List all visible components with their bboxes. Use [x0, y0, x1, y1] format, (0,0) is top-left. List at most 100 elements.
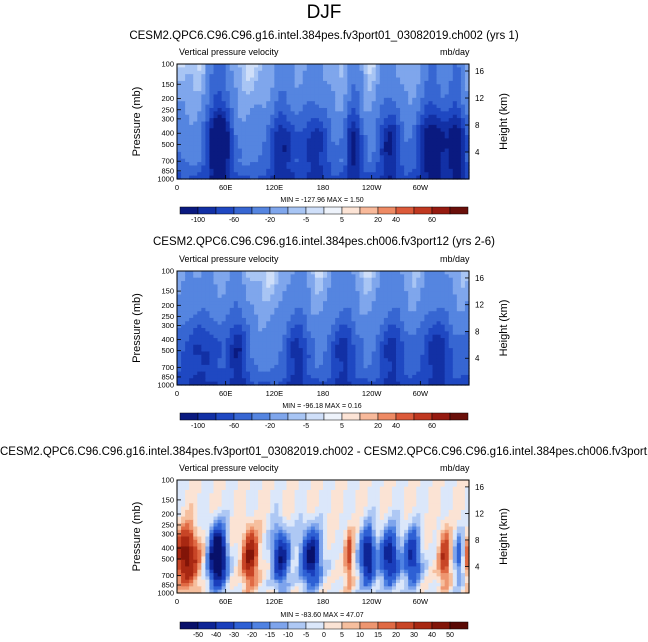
panel-2-cell: [213, 284, 219, 289]
panel-2-cell: [185, 324, 190, 329]
panel-2-cell: [270, 277, 275, 282]
panel-2-cell: [424, 294, 430, 299]
panel-1-cell: [294, 107, 300, 112]
panel-1-cell: [290, 101, 296, 106]
panel-1-cell: [400, 80, 405, 85]
panel-1-cell: [355, 104, 361, 109]
panel-1-cell: [221, 91, 227, 96]
panel-2-cell: [383, 381, 389, 386]
panel-2-cell: [335, 294, 340, 299]
panel-2-cell: [233, 368, 239, 373]
panel-1-cell: [205, 138, 211, 143]
panel-2-cell: [444, 371, 450, 376]
panel-2-cell: [233, 324, 239, 329]
panel-1-cell: [351, 168, 357, 173]
panel-1-cell: [213, 94, 219, 99]
panel-1-cell: [327, 141, 332, 146]
panel-1-cell: [266, 74, 271, 79]
panel-1-cell: [185, 168, 190, 173]
panel-1-cell: [205, 141, 211, 146]
panel-2-cell: [266, 317, 271, 322]
panel-1-cell: [327, 135, 332, 140]
panel-1-cell: [436, 141, 442, 146]
panel-2-cell: [221, 361, 227, 366]
panel-1-cell: [416, 64, 421, 68]
panel-1-cell: [363, 70, 369, 75]
panel-1-cell: [314, 124, 320, 129]
panel-2-cell: [464, 311, 470, 316]
panel-1-cell: [452, 124, 458, 129]
panel-1-cell: [201, 162, 206, 167]
panel-2-cell: [408, 281, 413, 286]
panel-2-cell: [270, 378, 275, 383]
panel-2-cell: [383, 321, 389, 326]
panel-1-cell: [185, 155, 190, 160]
panel-1-cell: [416, 104, 421, 109]
panel-2-cell: [420, 361, 425, 366]
panel-2-cell: [294, 274, 300, 279]
panel-2-cell: [250, 307, 255, 312]
panel-2-cell: [282, 304, 288, 309]
panel-2-cell: [274, 381, 279, 386]
panel-1-cell: [189, 104, 194, 109]
panel-1-cell: [379, 165, 385, 170]
panel-1-cell: [400, 158, 405, 163]
panel-1-cell: [193, 97, 198, 102]
panel-1-cell: [197, 74, 202, 79]
panel-1-cell: [266, 131, 271, 136]
panel-2-cell: [323, 351, 328, 356]
panel-2-cell: [359, 344, 365, 349]
panel-1-cell: [221, 168, 227, 173]
panel-1-cell: [448, 138, 454, 143]
panel-1-cell: [371, 155, 377, 160]
panel-1-cell: [331, 128, 336, 133]
panel-2-cell: [355, 348, 361, 353]
panel-1-cell: [213, 128, 219, 133]
panel-2-cell: [412, 314, 417, 319]
panel-1-cell: [221, 145, 227, 150]
panel-2-cell: [298, 284, 304, 289]
panel-2-cell: [318, 348, 324, 353]
panel-2-cell: [254, 281, 259, 286]
panel-2-cell: [396, 371, 401, 376]
panel-1-cell: [404, 151, 409, 156]
panel-1-cell: [314, 87, 320, 92]
panel-1-cell: [193, 175, 198, 180]
panel-2-cell: [404, 328, 409, 332]
panel-1-cell: [335, 141, 340, 146]
panel-2-cell: [282, 368, 288, 373]
panel-1-cell: [379, 131, 385, 136]
panel-2-cell: [440, 307, 446, 312]
panel-1-cell: [314, 158, 320, 163]
panel-1-cell: [274, 111, 279, 116]
panel-1-cell: [221, 107, 227, 112]
panel-1-cell: [274, 70, 279, 75]
panel-2-cell: [177, 284, 182, 289]
panel-2-cell: [245, 344, 251, 349]
panel-1-cell: [250, 168, 255, 173]
panel-1-cell: [229, 87, 235, 92]
panel-2-cell: [237, 331, 243, 336]
panel-2-cell: [363, 271, 369, 275]
panel-1-cell: [241, 172, 247, 177]
panel-2-cell: [404, 274, 409, 279]
panel-1-cell: [428, 162, 434, 167]
panel-1-cell: [351, 74, 357, 79]
panel-1-cell: [404, 87, 409, 92]
panel-1-cell: [448, 70, 454, 75]
panel-2-cell: [343, 354, 348, 359]
panel-1-cell: [383, 172, 389, 177]
panel-2-cell: [318, 374, 324, 379]
panel-2-cell: [391, 271, 397, 275]
panel-1-cell: [375, 77, 381, 82]
panel-2-cell: [400, 368, 405, 373]
panel-1-cell: [367, 121, 373, 126]
panel-2-cell: [282, 281, 288, 286]
panel-1-cell: [339, 87, 344, 92]
panel-1-cell: [432, 70, 438, 75]
panel-2-cell: [424, 371, 430, 376]
panel-1-colorbar-box: [341, 206, 361, 215]
panel-1-cell: [412, 155, 417, 160]
panel-1-cell: [408, 77, 413, 82]
panel-1-cell: [452, 101, 458, 106]
